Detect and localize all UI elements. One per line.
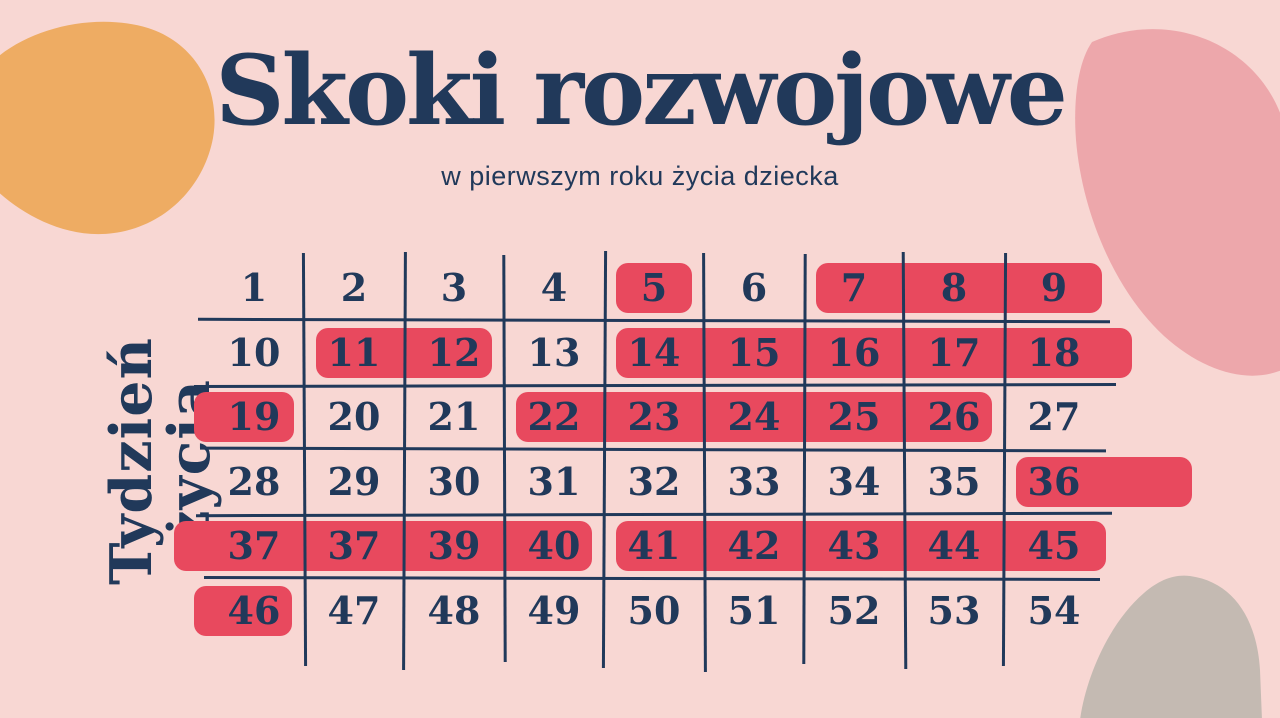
week-cell: 24 — [727, 394, 781, 439]
week-cell: 50 — [627, 587, 681, 633]
week-cell: 37 — [327, 523, 381, 568]
week-cell: 51 — [727, 587, 781, 633]
week-cell: 19 — [227, 394, 281, 439]
week-cell: 28 — [227, 458, 281, 504]
week-cell: 13 — [527, 329, 581, 375]
week-cell: 35 — [927, 458, 981, 504]
week-cell: 46 — [227, 587, 281, 633]
week-cell: 7 — [840, 265, 868, 310]
page-subtitle: w pierwszym roku życia dziecka — [441, 161, 839, 191]
week-cell: 52 — [827, 587, 881, 633]
week-cell: 23 — [627, 394, 681, 439]
highlight-bar — [516, 392, 992, 443]
week-cell: 1 — [240, 265, 268, 310]
week-cell: 10 — [227, 329, 281, 375]
week-cell: 26 — [927, 394, 981, 439]
week-cell: 16 — [827, 329, 881, 375]
week-cell: 49 — [527, 587, 581, 633]
week-cell: 29 — [327, 458, 381, 504]
week-cell: 17 — [927, 329, 981, 375]
week-cell: 15 — [727, 329, 781, 375]
week-cell: 3 — [440, 265, 468, 310]
week-cell: 14 — [627, 329, 681, 375]
week-cell: 36 — [1027, 458, 1081, 504]
highlight-bar — [1016, 456, 1192, 507]
week-cell: 34 — [827, 458, 881, 504]
week-cell: 33 — [727, 458, 781, 504]
week-cell: 5 — [640, 265, 668, 310]
week-cell: 45 — [1027, 523, 1081, 568]
highlight-bar — [194, 392, 294, 443]
highlight-bar — [616, 521, 1106, 572]
week-cell: 32 — [627, 458, 681, 504]
week-cell: 27 — [1027, 394, 1081, 439]
page-title: Skoki rozwojowe — [215, 34, 1068, 147]
week-cell: 8 — [940, 265, 968, 310]
week-cell: 25 — [827, 394, 881, 439]
week-cell: 6 — [740, 265, 768, 310]
week-cell: 48 — [427, 587, 481, 633]
week-cell: 11 — [327, 329, 381, 375]
week-cell: 54 — [1027, 587, 1081, 633]
week-cell: 22 — [527, 394, 581, 439]
week-cell: 4 — [540, 265, 568, 310]
week-cell: 21 — [427, 394, 481, 439]
week-cell: 2 — [340, 265, 368, 310]
week-cell: 9 — [1040, 265, 1068, 310]
week-cell: 20 — [327, 394, 381, 439]
week-cell: 41 — [627, 523, 681, 568]
week-cell: 30 — [427, 458, 481, 504]
week-cell: 47 — [327, 587, 381, 633]
week-cell: 53 — [927, 587, 981, 633]
week-cell: 12 — [427, 329, 481, 375]
week-cell: 42 — [727, 523, 781, 568]
week-cell: 18 — [1027, 329, 1081, 375]
highlight-bar — [194, 585, 292, 636]
highlight-bar — [174, 521, 592, 572]
week-cell: 39 — [427, 523, 481, 568]
week-cell: 37 — [227, 523, 281, 568]
week-cell: 43 — [827, 523, 881, 568]
week-cell: 40 — [527, 523, 581, 568]
week-cell: 31 — [527, 458, 581, 504]
highlight-bar — [616, 263, 692, 314]
highlight-bar — [816, 263, 1102, 314]
week-cell: 44 — [927, 523, 981, 568]
